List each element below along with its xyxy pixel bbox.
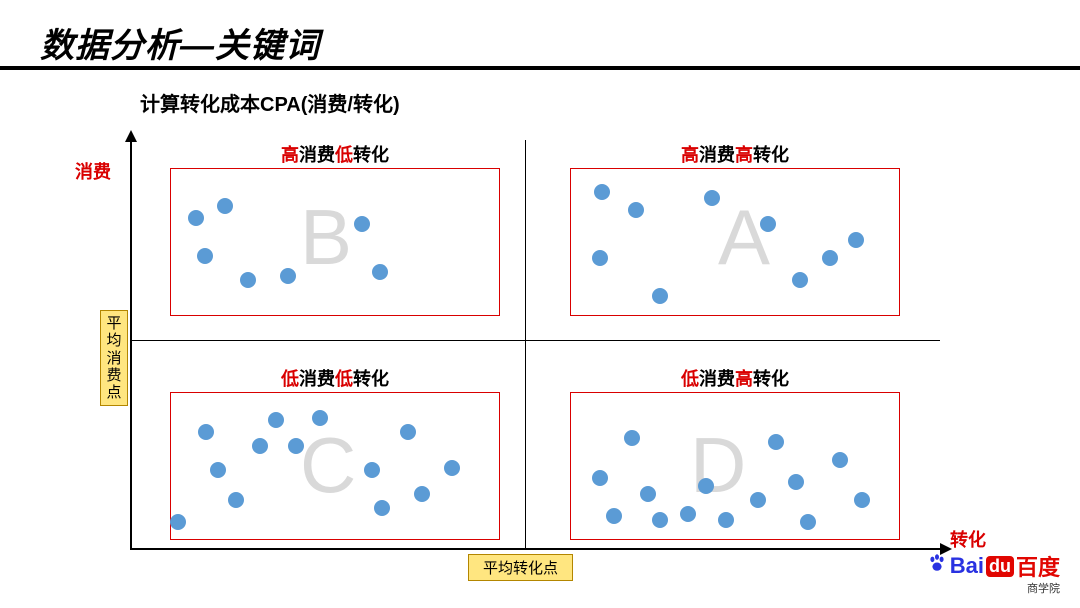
scatter-dot <box>288 438 304 454</box>
avg-conversion-label: 平均转化点 <box>468 554 573 581</box>
logo-sub-text: 商学院 <box>1027 580 1060 596</box>
logo-main: Bai du 百度 <box>926 550 1060 582</box>
y-axis-arrow <box>125 130 137 142</box>
scatter-dot <box>280 268 296 284</box>
title-segment: 转化 <box>753 369 789 389</box>
scatter-dot <box>170 514 186 530</box>
title-segment: 消费 <box>699 145 735 165</box>
baidu-logo: Bai du 百度 商学院 <box>926 550 1060 596</box>
scatter-dot <box>788 474 804 490</box>
title-segment: 高 <box>735 369 753 389</box>
scatter-dot <box>414 486 430 502</box>
scatter-dot <box>210 462 226 478</box>
scatter-dot <box>652 288 668 304</box>
quadrant-title-d: 低消费高转化 <box>571 365 899 391</box>
title-segment: 低 <box>281 369 299 389</box>
scatter-dot <box>832 452 848 468</box>
scatter-dot <box>217 198 233 214</box>
scatter-dot <box>364 462 380 478</box>
scatter-dot <box>374 500 390 516</box>
scatter-dot <box>228 492 244 508</box>
scatter-dot <box>652 512 668 528</box>
mid-vertical-line <box>525 140 526 550</box>
scatter-dot <box>760 216 776 232</box>
scatter-dot <box>698 478 714 494</box>
avg-consumption-label: 平均消费点 <box>100 310 128 406</box>
y-axis-line <box>130 140 132 550</box>
scatter-dot <box>312 410 328 426</box>
title-segment: 消费 <box>299 145 335 165</box>
scatter-dot <box>628 202 644 218</box>
title-segment: 转化 <box>353 369 389 389</box>
scatter-dot <box>624 430 640 446</box>
scatter-dot <box>680 506 696 522</box>
paw-icon <box>926 552 948 580</box>
scatter-dot <box>400 424 416 440</box>
subtitle: 计算转化成本CPA(消费/转化) <box>140 88 400 117</box>
title-segment: 低 <box>681 369 699 389</box>
title-segment: 消费 <box>699 369 735 389</box>
scatter-dot <box>444 460 460 476</box>
scatter-dot <box>592 250 608 266</box>
scatter-dot <box>198 424 214 440</box>
quadrant-box-b: 高消费低转化 <box>170 168 500 316</box>
x-axis-line <box>130 548 942 550</box>
scatter-dot <box>750 492 766 508</box>
logo-du-text: du <box>986 556 1014 577</box>
scatter-dot <box>768 434 784 450</box>
scatter-dot <box>594 184 610 200</box>
y-axis-label: 消费 <box>75 158 111 184</box>
scatter-dot <box>197 248 213 264</box>
scatter-dot <box>704 190 720 206</box>
title-segment: 高 <box>681 145 699 165</box>
scatter-dot <box>640 486 656 502</box>
title-underline <box>0 66 1080 70</box>
scatter-dot <box>822 250 838 266</box>
scatter-dot <box>268 412 284 428</box>
scatter-dot <box>848 232 864 248</box>
scatter-dot <box>252 438 268 454</box>
x-axis-label: 转化 <box>950 526 986 552</box>
scatter-dot <box>718 512 734 528</box>
title-segment: 消费 <box>299 369 335 389</box>
scatter-dot <box>606 508 622 524</box>
scatter-dot <box>792 272 808 288</box>
title-segment: 高 <box>735 145 753 165</box>
scatter-dot <box>240 272 256 288</box>
avg-y-text: 平均消费点 <box>103 315 125 401</box>
quadrant-title-c: 低消费低转化 <box>171 365 499 391</box>
title-segment: 高 <box>281 145 299 165</box>
title-segment: 低 <box>335 369 353 389</box>
mid-horizontal-line <box>130 340 940 341</box>
logo-bai-text: Bai <box>950 553 984 579</box>
scatter-dot <box>592 470 608 486</box>
logo-cn-text: 百度 <box>1016 550 1060 582</box>
title-segment: 低 <box>335 145 353 165</box>
quadrant-title-b: 高消费低转化 <box>171 141 499 167</box>
title-segment: 转化 <box>353 145 389 165</box>
scatter-dot <box>372 264 388 280</box>
scatter-dot <box>188 210 204 226</box>
title-segment: 转化 <box>753 145 789 165</box>
scatter-dot <box>854 492 870 508</box>
page-title: 数据分析—关键词 <box>40 18 320 67</box>
scatter-dot <box>354 216 370 232</box>
quadrant-title-a: 高消费高转化 <box>571 141 899 167</box>
scatter-dot <box>800 514 816 530</box>
